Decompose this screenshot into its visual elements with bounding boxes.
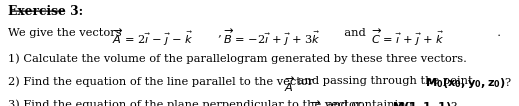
Text: 1) Calculate the volume of the parallelogram generated by these three vectors.: 1) Calculate the volume of the parallelo…	[8, 53, 467, 64]
Text: and: and	[337, 28, 373, 38]
Text: 3) Find the equation of the plane perpendicular to the vector: 3) Find the equation of the plane perpen…	[8, 100, 368, 106]
Text: Exercise 3:: Exercise 3:	[8, 5, 83, 18]
Text: and passing through the point: and passing through the point	[294, 76, 476, 86]
Text: $\mathbf{M_0(x_0,y_0,z_0)}$?: $\mathbf{M_0(x_0,y_0,z_0)}$?	[425, 76, 512, 90]
Text: $\mathbf{M(1,1,1)}$?: $\mathbf{M(1,1,1)}$?	[392, 100, 458, 106]
Text: ,: ,	[211, 28, 222, 38]
Text: $\overrightarrow{C}$ = $\vec{\imath}$ + $\vec{\jmath}$ + $\vec{k}$: $\overrightarrow{C}$ = $\vec{\imath}$ + …	[371, 28, 445, 48]
Text: We give the vectors: We give the vectors	[8, 28, 129, 38]
Text: $\overrightarrow{B}$ = −2$\vec{\imath}$ + $\vec{\jmath}$ + 3$\vec{k}$: $\overrightarrow{B}$ = −2$\vec{\imath}$ …	[223, 28, 321, 48]
Text: $\overrightarrow{A}$ = 2$\vec{\imath}$ − $\vec{\jmath}$ − $\vec{k}$: $\overrightarrow{A}$ = 2$\vec{\imath}$ −…	[112, 28, 193, 48]
Text: $\overrightarrow{A}$: $\overrightarrow{A}$	[310, 100, 322, 106]
Text: 2) Find the equation of the line parallel to the vector: 2) Find the equation of the line paralle…	[8, 76, 320, 87]
Text: and containing: and containing	[319, 100, 420, 106]
Text: $\overrightarrow{A}$: $\overrightarrow{A}$	[284, 76, 296, 94]
Text: .: .	[490, 28, 501, 38]
